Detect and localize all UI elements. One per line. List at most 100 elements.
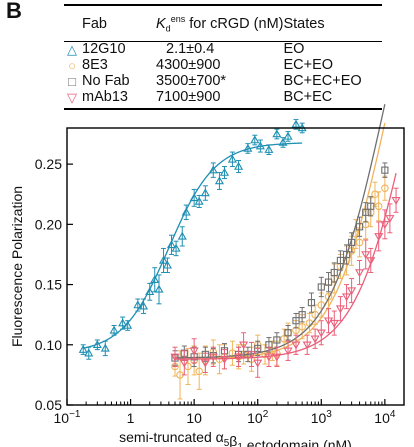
legend-fab-name: 8E3 <box>82 57 108 74</box>
triangle-up-point <box>243 143 253 152</box>
series-layer <box>78 104 401 400</box>
panel-label: B <box>6 0 22 23</box>
triangle-up-point <box>208 165 218 174</box>
series-mab13 <box>170 173 401 378</box>
triangle-up-point <box>291 119 301 128</box>
triangle-up-point <box>166 240 177 249</box>
triangle-up-point <box>194 196 204 205</box>
triangle-down-point <box>342 293 352 302</box>
legend-header-symbol <box>64 3 82 42</box>
triangle-down-point <box>264 353 274 362</box>
legend-kd-value: 7100±900 <box>156 89 284 110</box>
square-point <box>342 250 351 259</box>
x-tick-label: 104 <box>374 409 396 426</box>
y-tick-label: 0.05 <box>35 397 62 413</box>
circle-point <box>355 238 364 247</box>
triangle-up-point <box>133 300 143 309</box>
x-tick-label: 103 <box>311 409 333 426</box>
triangle-down-point <box>361 251 371 260</box>
square-point <box>355 223 364 231</box>
square-point <box>292 317 300 325</box>
legend-table: Fab Kdens for cRGD (nM) States △ 12G10 2… <box>64 3 382 110</box>
triangle-up-point <box>118 318 128 327</box>
y-tick-label: 0.15 <box>35 277 62 293</box>
circle-point <box>298 322 306 331</box>
triangle-down-point <box>335 305 345 314</box>
triangle-up-marker-icon: △ <box>67 41 77 57</box>
fit-curve <box>175 104 386 359</box>
legend-header-fab: Fab <box>82 3 156 42</box>
triangle-down-point <box>385 215 395 224</box>
x-tick-label: 10−1 <box>54 409 81 426</box>
triangle-up-point <box>200 188 210 197</box>
triangle-down-point <box>200 359 210 368</box>
kd-superscript: ens <box>170 14 186 24</box>
circle-marker-icon: ○ <box>68 57 76 73</box>
triangle-up-point <box>92 340 102 349</box>
legend-kd-value: 4300±900 <box>156 57 221 74</box>
legend-header-row: Fab Kdens for cRGD (nM) States <box>64 3 382 42</box>
triangle-up-point <box>278 137 288 146</box>
square-point <box>367 202 375 210</box>
y-axis-label: Fluorescence Polarization <box>9 186 25 347</box>
circle-point <box>280 334 288 343</box>
triangle-down-point <box>170 353 180 362</box>
square-point <box>324 278 333 286</box>
triangle-down-point <box>234 353 244 362</box>
triangle-down-point <box>247 351 257 360</box>
legend-fab-name: mAb13 <box>82 89 156 110</box>
triangle-up-point <box>150 275 160 283</box>
triangle-up-point <box>162 260 172 269</box>
triangle-up-point <box>214 176 224 185</box>
triangle-down-point <box>272 353 282 362</box>
square-point <box>284 329 292 337</box>
triangle-down-point <box>189 347 199 356</box>
triangle-down-point <box>380 221 390 230</box>
triangle-up-point <box>272 129 282 138</box>
kd-header-suffix: for cRGD (nM) <box>185 15 284 32</box>
legend-states: EC+EO <box>283 57 334 74</box>
legend-states: BC+EC <box>283 89 382 110</box>
triangle-down-point <box>179 359 189 368</box>
circle-point <box>374 202 383 211</box>
legend-fab-name: No Fab <box>82 73 130 90</box>
triangle-up-point <box>283 131 293 140</box>
legend-row-8e3: ○ 8E3 4300±900 EC+EO <box>64 58 382 74</box>
x-tick-label: 102 <box>247 409 269 426</box>
kd-subscript: d <box>165 23 171 34</box>
triangle-down-point <box>302 341 312 350</box>
triangle-up-point <box>171 243 181 252</box>
triangle-down-point <box>374 233 384 242</box>
triangle-up-point <box>227 154 237 163</box>
square-point <box>330 268 338 277</box>
triangle-up-point <box>219 167 230 176</box>
legend-row-no-fab: □ No Fab 3500±700* BC+EC+EO <box>64 74 382 90</box>
square-point <box>381 166 389 174</box>
triangle-up-point <box>139 301 149 310</box>
legend-states: BC+EC+EO <box>283 73 362 90</box>
square-point <box>298 311 306 319</box>
triangle-up-point <box>189 193 199 202</box>
legend-header-states: States <box>283 3 382 42</box>
triangle-up-point <box>181 207 191 216</box>
kd-symbol: K <box>156 15 166 32</box>
triangle-up-point <box>84 348 94 357</box>
triangle-down-point <box>219 355 230 364</box>
legend-header-kd: Kdens for cRGD (nM) <box>156 3 284 42</box>
fit-curve <box>175 122 386 360</box>
triangle-up-point <box>177 231 187 240</box>
axis-layer: 0.05 0.10 0.15 0.20 0.25 10−1 1 10 102 103 104 <box>35 156 396 426</box>
triangle-up-point <box>100 343 110 352</box>
square-point <box>317 283 325 291</box>
x-axis-label: semi-truncated α5β1 ectodomain (nM) <box>119 429 352 447</box>
plot-frame <box>66 127 405 406</box>
triangle-up-point <box>158 255 169 264</box>
triangle-down-point <box>316 329 326 338</box>
triangle-down-point <box>310 335 320 344</box>
triangle-up-point <box>250 135 260 144</box>
x-tick-label: 1 <box>127 410 135 426</box>
triangle-down-point <box>291 341 301 350</box>
triangle-down-point <box>366 257 376 266</box>
